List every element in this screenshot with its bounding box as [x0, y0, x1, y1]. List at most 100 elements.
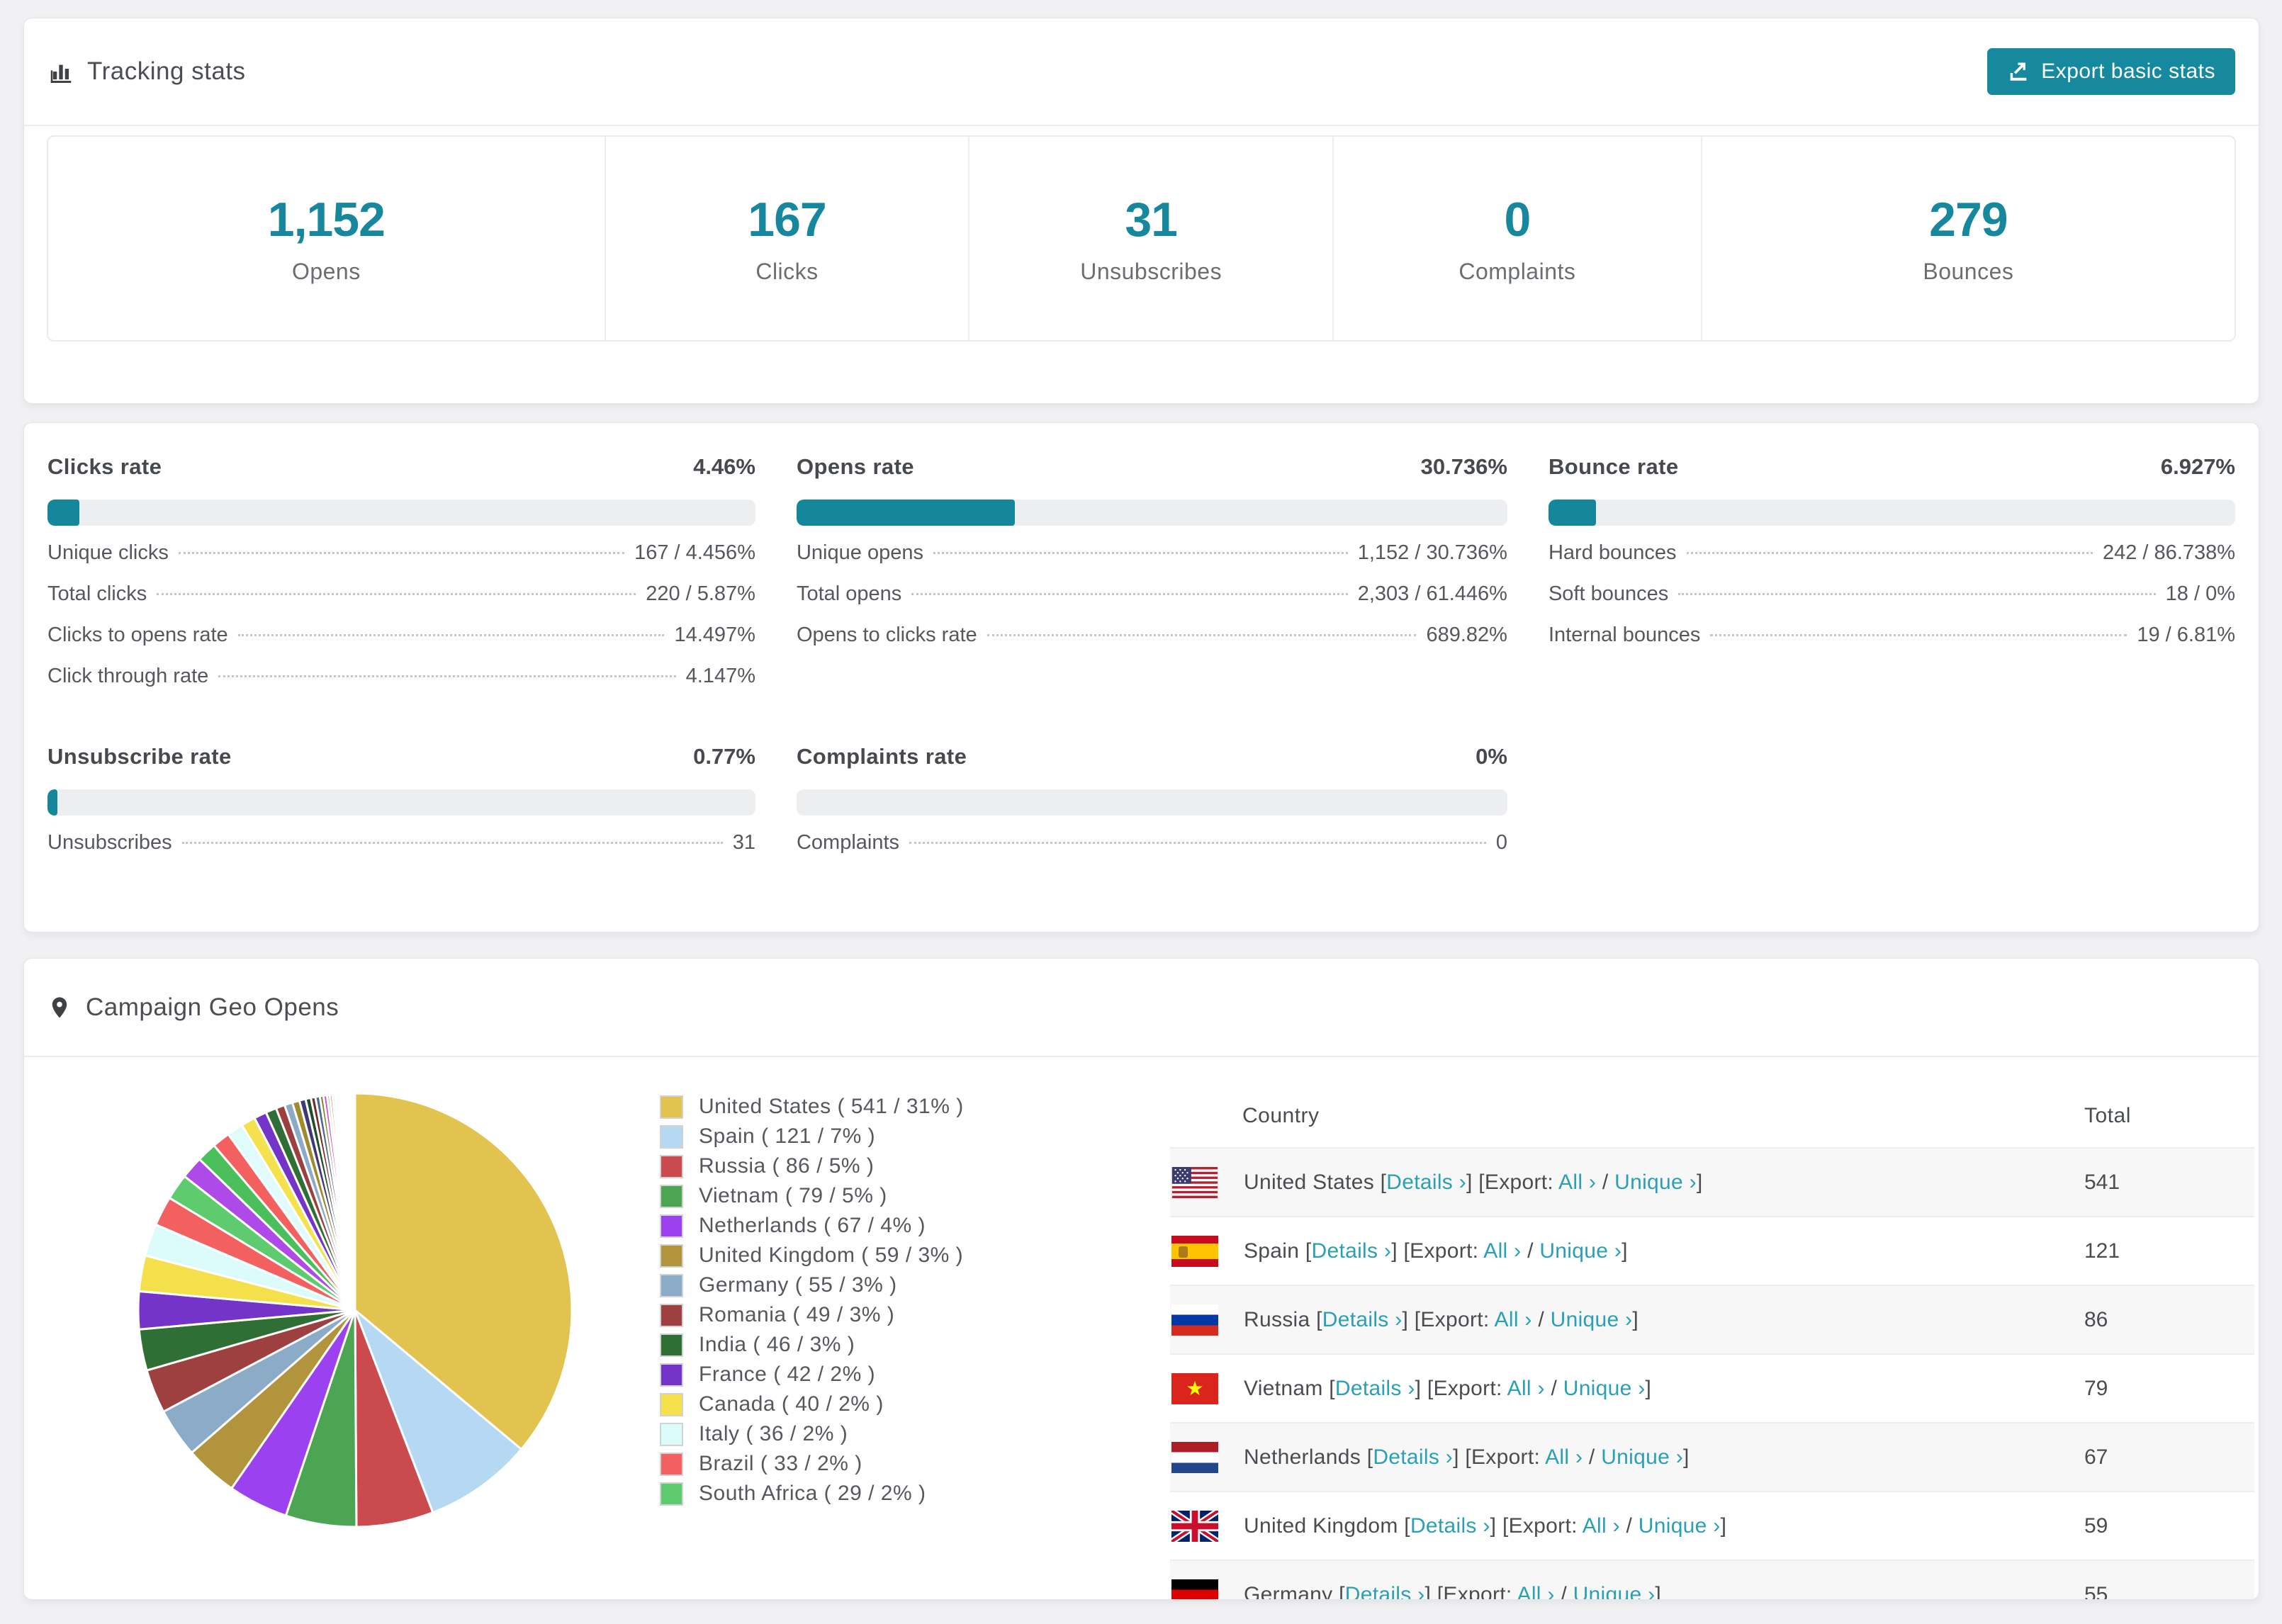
summary-stat-clicks: 167 Clicks [606, 137, 970, 340]
details-link[interactable]: Details › [1322, 1307, 1403, 1331]
legend-item: Romania ( 49 / 3% ) [660, 1300, 964, 1330]
export-all-link[interactable]: All › [1517, 1582, 1555, 1600]
total-cell: 67 [2084, 1445, 2108, 1469]
export-all-link[interactable]: All › [1507, 1376, 1545, 1400]
dotted-leader [1678, 593, 2156, 595]
rate-detail-row: Unique clicks 167 / 4.456% [47, 541, 755, 582]
legend-item: Spain ( 121 / 7% ) [660, 1122, 964, 1151]
details-link[interactable]: Details › [1410, 1513, 1490, 1538]
country-cell: Russia [Details ›] [Export: All › / Uniq… [1244, 1307, 1639, 1331]
country-cell: United Kingdom [Details ›] [Export: All … [1244, 1513, 1727, 1538]
summary-stats-strip: 1,152 Opens 167 Clicks 31 Unsubscribes 0 Compla… [47, 135, 2236, 342]
total-cell: 86 [2084, 1307, 2108, 1331]
detail-label: Unique opens [796, 541, 923, 564]
legend-item: Netherlands ( 67 / 4% ) [660, 1211, 964, 1241]
export-basic-stats-button[interactable]: Export basic stats [1987, 48, 2235, 95]
rate-progress-bar [796, 789, 1507, 816]
rate-detail-row: Click through rate 4.147% [47, 665, 755, 706]
legend-swatch [660, 1482, 683, 1506]
legend-swatch [660, 1095, 683, 1119]
dotted-leader [909, 842, 1486, 844]
details-link[interactable]: Details › [1373, 1445, 1454, 1469]
legend-swatch [660, 1452, 683, 1476]
export-unique-link[interactable]: Unique › [1614, 1170, 1697, 1194]
export-button-label: Export basic stats [2041, 60, 2215, 83]
tracking-stats-card: Tracking stats Export basic stats 1,152 O… [23, 18, 2259, 404]
rate-value: 0.77% [693, 744, 755, 769]
legend-label: Netherlands ( 67 / 4% ) [699, 1214, 926, 1237]
country-cell: Netherlands [Details ›] [Export: All › /… [1244, 1445, 1690, 1469]
export-all-link[interactable]: All › [1494, 1307, 1532, 1331]
summary-stat-opens: 1,152 Opens [48, 137, 606, 340]
gb-flag-icon [1171, 1510, 1218, 1542]
rate-detail-row: Hard bounces 242 / 86.738% [1548, 541, 2235, 582]
detail-value: 1,152 / 30.736% [1357, 541, 1507, 564]
dotted-leader [157, 593, 636, 595]
export-unique-link[interactable]: Unique › [1573, 1582, 1656, 1600]
detail-value: 31 [732, 831, 755, 854]
detail-label: Internal bounces [1548, 624, 1701, 646]
rate-panel-complaints-rate: Complaints rate 0% Complaints 0 [796, 744, 1507, 872]
stat-value: 31 [1125, 193, 1178, 247]
rate-progress-bar [796, 500, 1507, 526]
country-column-header: Country [1242, 1104, 1320, 1127]
legend-swatch [660, 1392, 683, 1416]
legend-label: Russia ( 86 / 5% ) [699, 1154, 875, 1178]
detail-value: 220 / 5.87% [646, 582, 755, 605]
country-row-ru: Russia [Details ›] [Export: All › / Uniq… [1170, 1285, 2254, 1353]
export-all-link[interactable]: All › [1545, 1445, 1583, 1469]
export-unique-link[interactable]: Unique › [1638, 1513, 1721, 1538]
detail-label: Total clicks [47, 582, 147, 605]
total-cell: 541 [2084, 1170, 2120, 1194]
country-row-nl: Netherlands [Details ›] [Export: All › /… [1170, 1422, 2254, 1491]
rate-detail-row: Internal bounces 19 / 6.81% [1548, 624, 2235, 665]
stat-value: 167 [748, 193, 826, 247]
legend-item: Germany ( 55 / 3% ) [660, 1270, 964, 1300]
page-title: Tracking stats [87, 57, 246, 85]
country-cell: Germany [Details ›] [Export: All › / Uni… [1244, 1582, 1661, 1600]
details-link[interactable]: Details › [1334, 1376, 1415, 1400]
rate-panel-bounce-rate: Bounce rate 6.927% Hard bounces 242 / 86.73… [1548, 454, 2235, 706]
details-link[interactable]: Details › [1344, 1582, 1425, 1600]
legend-item: Canada ( 40 / 2% ) [660, 1389, 964, 1419]
rate-detail-row: Total opens 2,303 / 61.446% [797, 582, 1507, 624]
total-cell: 121 [2084, 1239, 2120, 1263]
country-cell: Vietnam [Details ›] [Export: All › / Uni… [1244, 1376, 1652, 1400]
export-all-link[interactable]: All › [1483, 1239, 1522, 1263]
export-all-link[interactable]: All › [1558, 1170, 1597, 1194]
dotted-leader [933, 552, 1348, 554]
rate-progress-bar [1548, 500, 2235, 526]
rate-value: 30.736% [1420, 454, 1507, 479]
export-unique-link[interactable]: Unique › [1601, 1445, 1683, 1469]
rate-panel-opens-rate: Opens rate 30.736% Unique opens 1,152 / 30.… [796, 454, 1507, 706]
detail-value: 18 / 0% [2165, 582, 2235, 605]
legend-item: Vietnam ( 79 / 5% ) [660, 1181, 964, 1211]
rate-title: Clicks rate [47, 454, 162, 479]
rate-panel-clicks-rate: Clicks rate 4.46% Unique clicks 167 / 4.456… [47, 454, 755, 706]
rate-title: Bounce rate [1548, 454, 1679, 479]
geo-header: Campaign Geo Opens [24, 959, 2259, 1057]
de-flag-icon [1171, 1579, 1218, 1599]
rate-panel-unsubscribe-rate: Unsubscribe rate 0.77% Unsubscribes 31 [47, 744, 755, 872]
detail-value: 19 / 6.81% [2137, 624, 2235, 646]
export-unique-link[interactable]: Unique › [1550, 1307, 1633, 1331]
country-row-es: Spain [Details ›] [Export: All › / Uniqu… [1170, 1216, 2254, 1285]
legend-item: Italy ( 36 / 2% ) [660, 1419, 964, 1449]
legend-label: United States ( 541 / 31% ) [699, 1095, 964, 1118]
geo-pie-legend: United States ( 541 / 31% ) Spain ( 121 /… [660, 1092, 964, 1509]
legend-swatch [660, 1214, 683, 1238]
details-link[interactable]: Details › [1311, 1239, 1392, 1263]
detail-label: Soft bounces [1548, 582, 1669, 605]
detail-label: Opens to clicks rate [796, 624, 977, 646]
bar-chart-icon [47, 58, 74, 85]
detail-label: Total opens [796, 582, 902, 605]
details-link[interactable]: Details › [1386, 1170, 1467, 1194]
export-unique-link[interactable]: Unique › [1563, 1376, 1646, 1400]
export-unique-link[interactable]: Unique › [1539, 1239, 1622, 1263]
ru-flag-icon [1171, 1304, 1218, 1336]
export-all-link[interactable]: All › [1582, 1513, 1620, 1538]
legend-item: France ( 42 / 2% ) [660, 1360, 964, 1389]
tracking-stats-header: Tracking stats Export basic stats [24, 18, 2259, 126]
stat-value: 279 [1929, 193, 2008, 247]
legend-item: India ( 46 / 3% ) [660, 1330, 964, 1360]
